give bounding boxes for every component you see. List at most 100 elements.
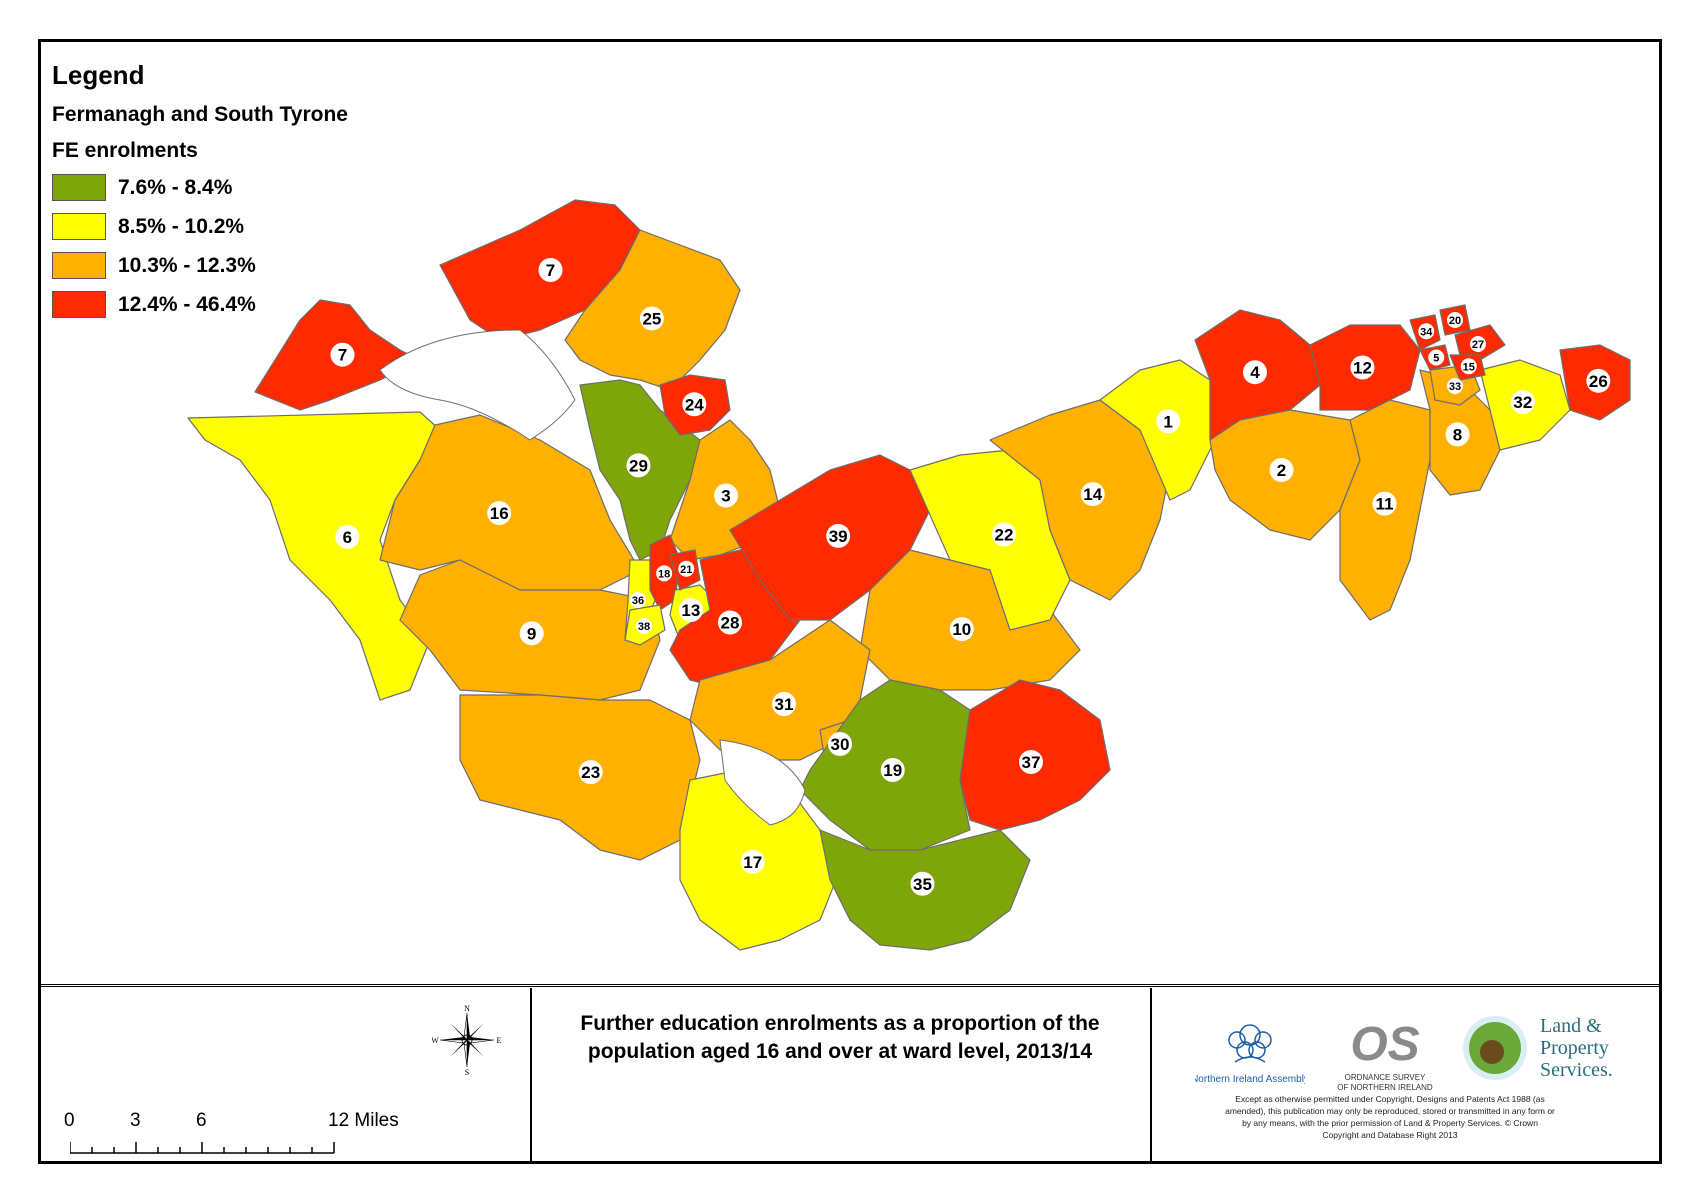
ward-number-label: 27 [1472, 339, 1484, 351]
ward-label-badge [578, 760, 603, 785]
ward-label-badge [1445, 422, 1470, 447]
ward-label-badge [1350, 355, 1375, 380]
ward-number-label: 34 [1420, 326, 1433, 338]
ward-label-badge [678, 560, 695, 577]
legend-swatch-green [52, 174, 106, 201]
ward-number-label: 2 [1277, 461, 1286, 480]
compass-n: N [464, 1005, 470, 1013]
ward-label-badge [678, 598, 703, 622]
ward-label-badge [1447, 378, 1463, 394]
copyright-notice: Except as otherwise permitted under Copy… [1225, 1094, 1555, 1140]
ward-number-label: 24 [685, 395, 704, 414]
ward-label-badge [1460, 358, 1477, 375]
os-logo-line1: ORDNANCE SURVEY [1345, 1073, 1426, 1082]
legend-heading: Legend [52, 60, 145, 90]
lake-upper [379, 329, 576, 441]
legend-class-2: 8.5% - 10.2% [52, 212, 348, 241]
legend-class-label: 8.5% - 10.2% [118, 214, 245, 238]
footer-divider-right [1150, 988, 1152, 1164]
ward-number-label: 32 [1513, 393, 1532, 412]
map-title-line2: population aged 16 and over at ward leve… [587, 1040, 1093, 1063]
lps-logo-line3: Services. [1540, 1059, 1613, 1081]
ward-number-label: 30 [831, 735, 850, 754]
scale-bar: 0 3 6 12 Miles [62, 1110, 412, 1160]
ward-label-badge [630, 592, 646, 608]
legend-swatch-red [52, 291, 106, 318]
ward-number-label: 9 [527, 624, 536, 643]
ward-label-badge [910, 871, 935, 896]
footer-divider-left [530, 988, 532, 1164]
ward-label-badge [1269, 458, 1294, 482]
ward-number-label: 6 [343, 528, 352, 547]
scale-tick-label: 3 [130, 1110, 141, 1131]
ward-label-badge [626, 453, 651, 478]
lps-logo-line1: Land & [1540, 1015, 1602, 1037]
ward-label-badge [519, 621, 544, 646]
ward-number-label: 37 [1022, 753, 1041, 772]
ward-label-badge [636, 618, 652, 634]
ward-number-label: 28 [721, 614, 740, 633]
scale-tick-label: 12 Miles [328, 1110, 399, 1131]
ward-number-label: 21 [680, 564, 692, 576]
ward-number-label: 15 [1463, 361, 1475, 373]
logos: Northern Ireland Assembly OS ORDNANCE SU… [1155, 1005, 1655, 1165]
ordnance-survey-logo: OS ORDNANCE SURVEY OF NORTHERN IRELAND [1337, 1018, 1433, 1092]
ward-number-label: 7 [338, 346, 347, 365]
ward-number-label: 18 [658, 568, 670, 580]
ward-label-badge [1243, 360, 1267, 385]
compass-w: W [432, 1036, 439, 1045]
svg-text:OS: OS [1350, 1018, 1419, 1071]
legend-swatch-yellow [52, 213, 106, 240]
ward-number-label: 19 [883, 761, 902, 780]
lake-lower [719, 739, 806, 826]
ward-number-label: 22 [995, 526, 1014, 545]
ward-number-label: 20 [1449, 315, 1461, 327]
ward-number-label: 5 [1433, 353, 1439, 365]
map-title-line1: Further education enrolments as a propor… [580, 1012, 1100, 1035]
ward-label-badge [949, 617, 974, 642]
northern-ireland-assembly-logo: Northern Ireland Assembly [1195, 1024, 1305, 1085]
ward-number-label: 33 [1449, 381, 1461, 393]
ward-label-badge [1510, 390, 1535, 415]
ward-label-badge [639, 306, 664, 331]
compass-rose-icon: N S E W [432, 1005, 502, 1075]
ward-label-badge [772, 692, 796, 716]
ward-label-badge [1372, 491, 1397, 516]
ward-number-label: 23 [581, 763, 600, 782]
ward-label-badge [1080, 482, 1105, 507]
ward-10 [859, 549, 1081, 691]
map-title: Further education enrolments as a propor… [530, 1010, 1150, 1066]
ward-number-label: 13 [681, 601, 700, 620]
ward-number-label: 31 [775, 695, 794, 714]
legend-class-3: 10.3% - 12.3% [52, 251, 348, 280]
ward-number-label: 14 [1083, 485, 1102, 504]
legend-area: Fermanagh and South Tyrone [52, 103, 348, 126]
ward-label-badge [828, 732, 852, 756]
ward-number-label: 8 [1453, 425, 1462, 444]
ward-label-badge [880, 758, 905, 782]
legend-class-label: 12.4% - 46.4% [118, 292, 256, 316]
ward-label-badge [1470, 336, 1486, 352]
ward-label-badge [718, 610, 742, 635]
ward-label-badge [682, 392, 707, 417]
footer-separator [38, 984, 1662, 987]
ward-number-label: 26 [1589, 372, 1608, 391]
legend-class-label: 7.6% - 8.4% [118, 175, 233, 199]
ward-number-label: 1 [1163, 412, 1172, 431]
os-logo-line2: OF NORTHERN IRELAND [1337, 1083, 1433, 1092]
ward-label-badge [656, 565, 673, 582]
scale-bar-graphic [70, 1142, 335, 1154]
ward-number-label: 12 [1353, 359, 1372, 378]
ward-label-badge [992, 522, 1016, 547]
ward-number-label: 35 [913, 875, 932, 894]
compass-e: E [497, 1036, 502, 1045]
ward-14 [989, 399, 1171, 601]
ward-label-badge [335, 524, 360, 549]
scale-tick-label: 0 [64, 1110, 75, 1131]
ward-label-badge [1418, 323, 1435, 340]
legend-class-label: 10.3% - 12.3% [118, 253, 256, 277]
nia-logo-text: Northern Ireland Assembly [1195, 1074, 1305, 1085]
ward-number-label: 17 [743, 853, 762, 872]
ward-number-label: 10 [952, 620, 971, 639]
